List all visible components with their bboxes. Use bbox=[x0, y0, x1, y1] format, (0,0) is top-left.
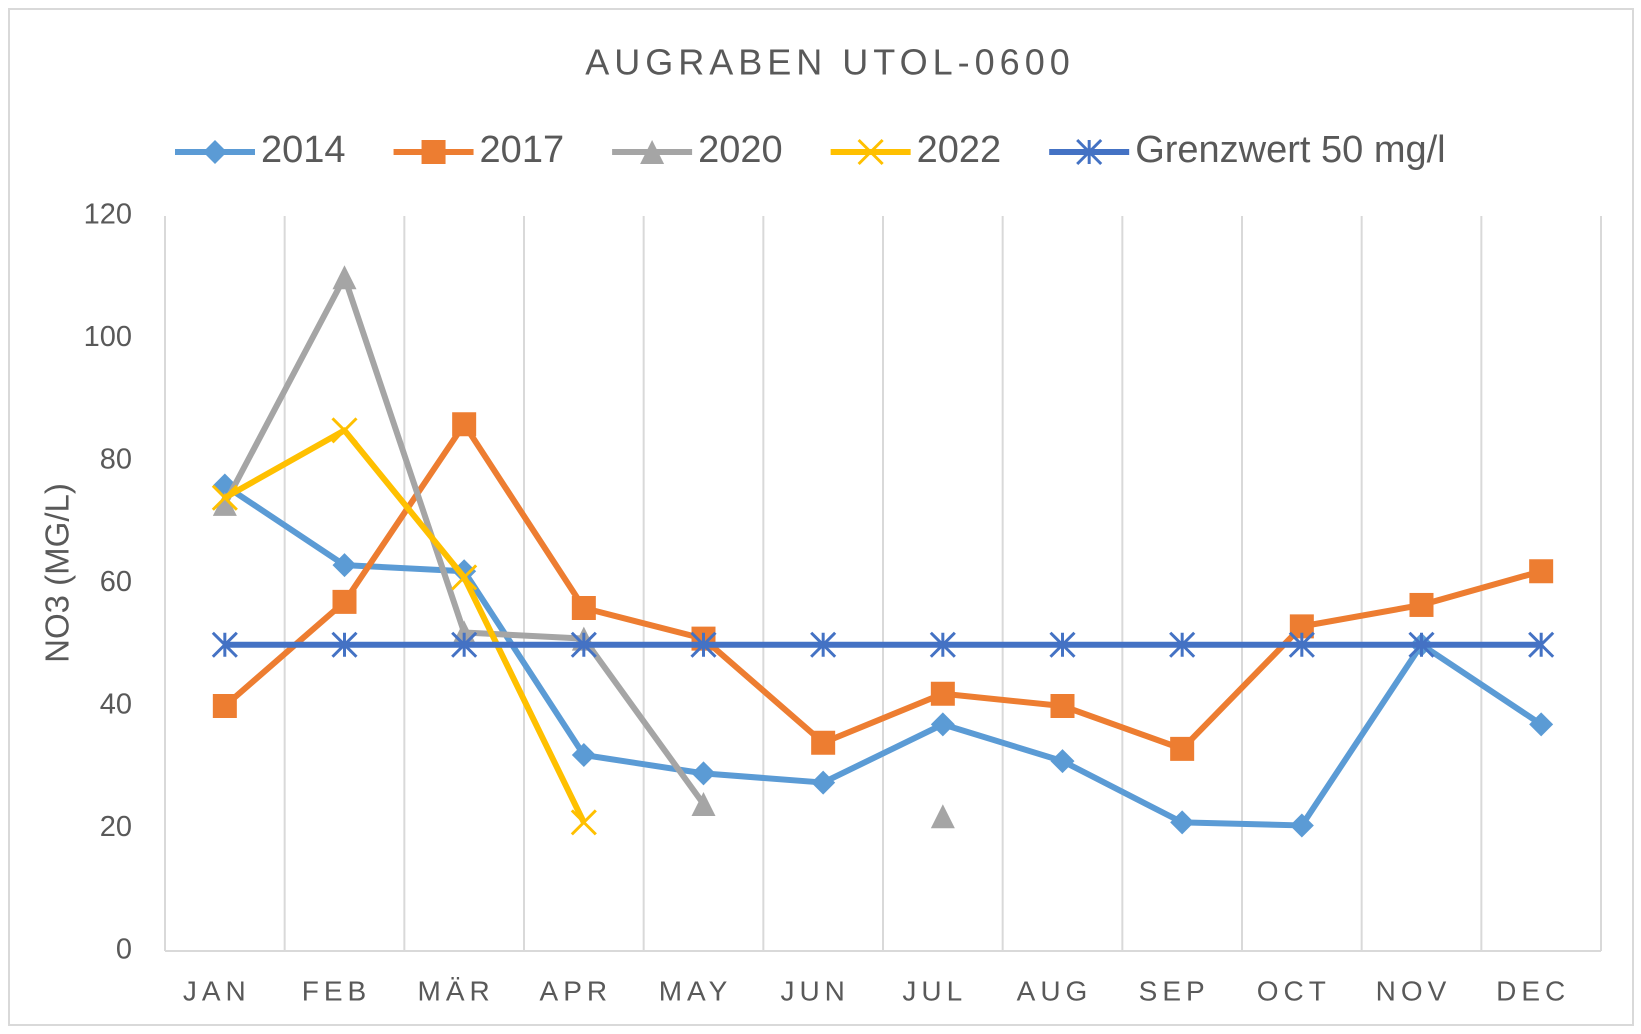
legend-label: 2017 bbox=[480, 129, 565, 171]
marker bbox=[640, 140, 665, 164]
y-tick-label: 80 bbox=[100, 444, 132, 476]
marker bbox=[212, 694, 237, 718]
marker bbox=[571, 596, 596, 620]
y-tick-label: 0 bbox=[116, 934, 132, 966]
y-tick-label: 100 bbox=[84, 321, 132, 353]
x-tick-label: MÄR bbox=[418, 975, 495, 1006]
marker bbox=[452, 412, 477, 437]
x-tick-label: NOV bbox=[1376, 975, 1452, 1006]
legend-label: 2014 bbox=[261, 129, 346, 171]
marker bbox=[929, 631, 956, 658]
x-tick-label: AUG bbox=[1017, 975, 1093, 1006]
marker bbox=[211, 484, 238, 511]
marker bbox=[1170, 736, 1195, 761]
x-tick-label: MAY bbox=[659, 975, 733, 1006]
legend-label: 2022 bbox=[917, 129, 1002, 171]
series-line bbox=[223, 483, 1543, 829]
marker bbox=[451, 631, 478, 658]
marker bbox=[203, 140, 227, 164]
marker bbox=[1288, 631, 1315, 658]
marker bbox=[1289, 813, 1314, 838]
marker bbox=[332, 589, 357, 614]
marker bbox=[570, 809, 597, 836]
marker bbox=[451, 564, 478, 591]
y-tick-label: 20 bbox=[100, 811, 132, 843]
marker bbox=[1409, 592, 1434, 617]
marker bbox=[857, 138, 884, 166]
x-tick-label: OCT bbox=[1257, 975, 1331, 1006]
series-line bbox=[222, 421, 1542, 752]
x-tick-label: DEC bbox=[1496, 975, 1570, 1006]
marker bbox=[452, 559, 477, 584]
marker bbox=[331, 631, 358, 658]
series-line bbox=[223, 427, 587, 824]
y-tick-label: 40 bbox=[100, 689, 132, 721]
marker bbox=[691, 792, 716, 816]
x-tick-label: APR bbox=[540, 975, 613, 1006]
marker bbox=[930, 712, 955, 737]
marker bbox=[1528, 631, 1555, 658]
marker bbox=[421, 140, 446, 164]
marker bbox=[930, 804, 955, 829]
y-axis-title: NO3 (MG/L) bbox=[39, 483, 76, 663]
marker bbox=[810, 631, 837, 658]
marker bbox=[1169, 631, 1196, 658]
marker bbox=[811, 770, 836, 795]
marker bbox=[331, 417, 358, 444]
legend-label: 2020 bbox=[698, 129, 783, 171]
marker bbox=[1050, 749, 1075, 774]
marker bbox=[1170, 810, 1195, 835]
legend-label: Grenzwert 50 mg/l bbox=[1135, 129, 1445, 171]
marker bbox=[332, 553, 357, 578]
marker bbox=[1049, 631, 1076, 658]
x-tick-label: FEB bbox=[302, 975, 371, 1006]
marker bbox=[930, 681, 955, 706]
marker bbox=[570, 631, 597, 658]
y-tick-label: 120 bbox=[84, 199, 132, 231]
marker bbox=[690, 631, 717, 658]
marker bbox=[1076, 138, 1103, 166]
chart-title: AUGRABEN UTOL-0600 bbox=[585, 42, 1074, 83]
x-tick-label: JUN bbox=[780, 975, 849, 1006]
marker bbox=[1529, 712, 1554, 737]
marker bbox=[811, 730, 836, 755]
x-tick-label: JUL bbox=[902, 975, 967, 1006]
x-tick-label: JAN bbox=[183, 975, 251, 1006]
marker bbox=[571, 743, 596, 767]
marker bbox=[332, 265, 357, 290]
marker bbox=[211, 631, 238, 658]
x-tick-label: SEP bbox=[1139, 975, 1210, 1006]
marker bbox=[212, 491, 237, 516]
marker bbox=[1050, 694, 1075, 718]
marker bbox=[1408, 631, 1435, 658]
y-tick-label: 60 bbox=[100, 566, 132, 598]
marker bbox=[1529, 559, 1554, 584]
marker bbox=[691, 761, 716, 786]
